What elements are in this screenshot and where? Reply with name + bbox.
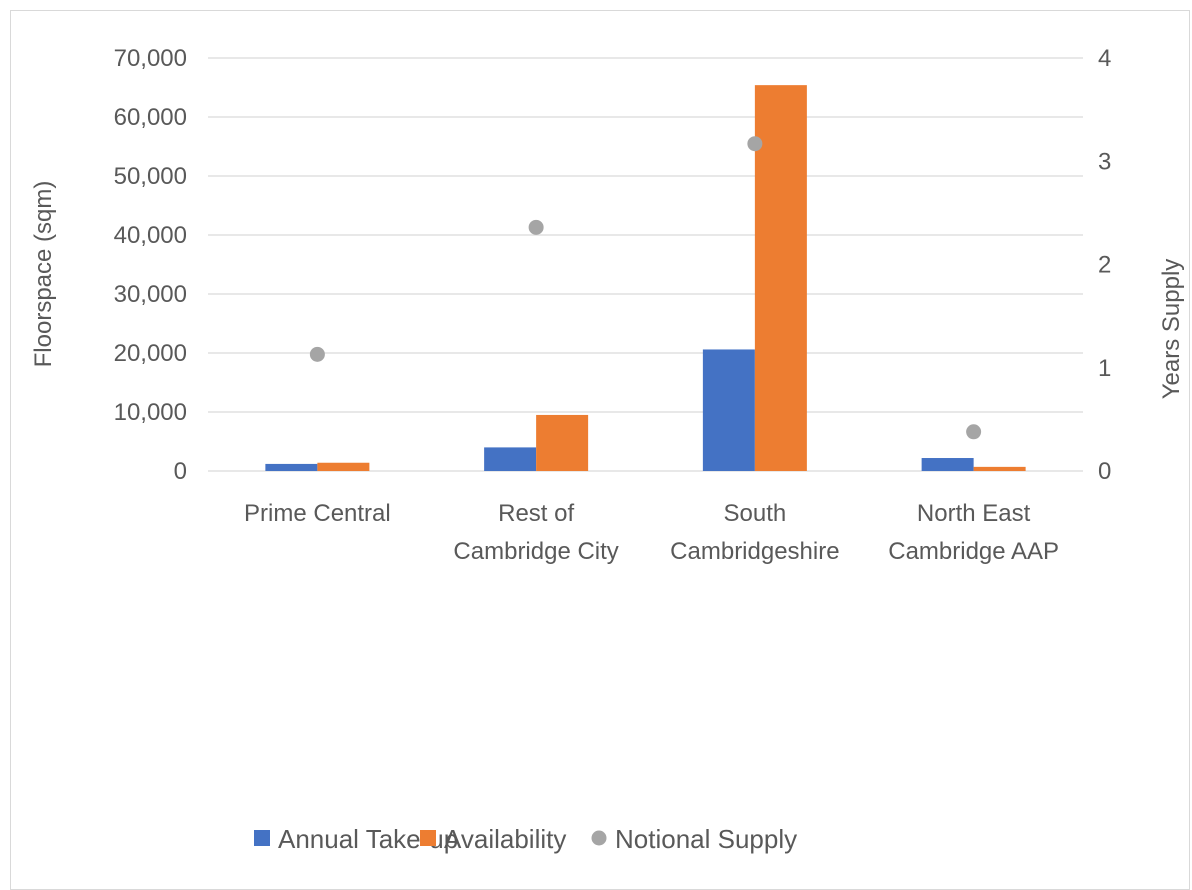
bar-availability — [754, 85, 807, 471]
legend-label: Notional Supply — [615, 824, 797, 854]
x-tick-label: Cambridgeshire — [670, 538, 839, 565]
bars — [265, 85, 1026, 471]
y2-axis-ticks: 0 1 2 3 4 — [1098, 45, 1111, 485]
y-tick-label: 20,000 — [114, 340, 187, 367]
x-tick-label: South — [724, 500, 787, 527]
chart-frame: 0 10,000 20,000 30,000 40,000 50,000 60,000 70,… — [10, 10, 1190, 890]
legend-swatch — [420, 830, 436, 846]
legend-swatch — [591, 830, 607, 846]
points — [309, 136, 982, 440]
y-tick-label: 60,000 — [114, 104, 187, 131]
point-notional-supply — [309, 346, 325, 362]
x-tick-label: Prime Central — [244, 500, 391, 527]
x-tick-label: Cambridge AAP — [888, 538, 1059, 565]
y2-axis-title: Years Supply — [1158, 259, 1185, 400]
point-notional-supply — [966, 424, 982, 440]
x-axis-ticks: Prime Central Rest of Cambridge City South C… — [244, 500, 1059, 565]
legend-swatch — [254, 830, 270, 846]
bar-annual-take-up — [265, 463, 318, 471]
x-tick-label: Rest of — [498, 500, 574, 527]
bar-annual-take-up — [921, 458, 974, 471]
bar-annual-take-up — [484, 447, 537, 471]
y2-tick-label: 3 — [1098, 148, 1111, 175]
y-tick-label: 40,000 — [114, 222, 187, 249]
chart: 0 10,000 20,000 30,000 40,000 50,000 60,000 70,… — [30, 45, 1185, 854]
y2-tick-label: 1 — [1098, 355, 1111, 382]
y-axis-title: Floorspace (sqm) — [30, 181, 57, 368]
x-tick-label: North East — [917, 500, 1031, 527]
y-tick-label: 10,000 — [114, 399, 187, 426]
legend-item: Notional Supply — [591, 824, 797, 854]
point-notional-supply — [528, 219, 544, 235]
y-tick-label: 0 — [174, 458, 187, 485]
bar-annual-take-up — [702, 349, 755, 471]
legend-label: Availability — [444, 824, 566, 854]
legend-item: Availability — [420, 824, 566, 854]
bar-availability — [317, 462, 370, 471]
y2-tick-label: 0 — [1098, 458, 1111, 485]
y2-tick-label: 2 — [1098, 252, 1111, 279]
x-tick-label: Cambridge City — [453, 538, 618, 565]
y-tick-label: 50,000 — [114, 163, 187, 190]
y-tick-label: 30,000 — [114, 281, 187, 308]
y2-tick-label: 4 — [1098, 45, 1111, 72]
y-tick-label: 70,000 — [114, 45, 187, 72]
bar-availability — [536, 414, 589, 471]
bar-availability — [973, 466, 1026, 471]
y-axis-ticks: 0 10,000 20,000 30,000 40,000 50,000 60,000 70,… — [114, 45, 187, 485]
gridlines — [208, 57, 1083, 472]
point-notional-supply — [747, 136, 763, 152]
